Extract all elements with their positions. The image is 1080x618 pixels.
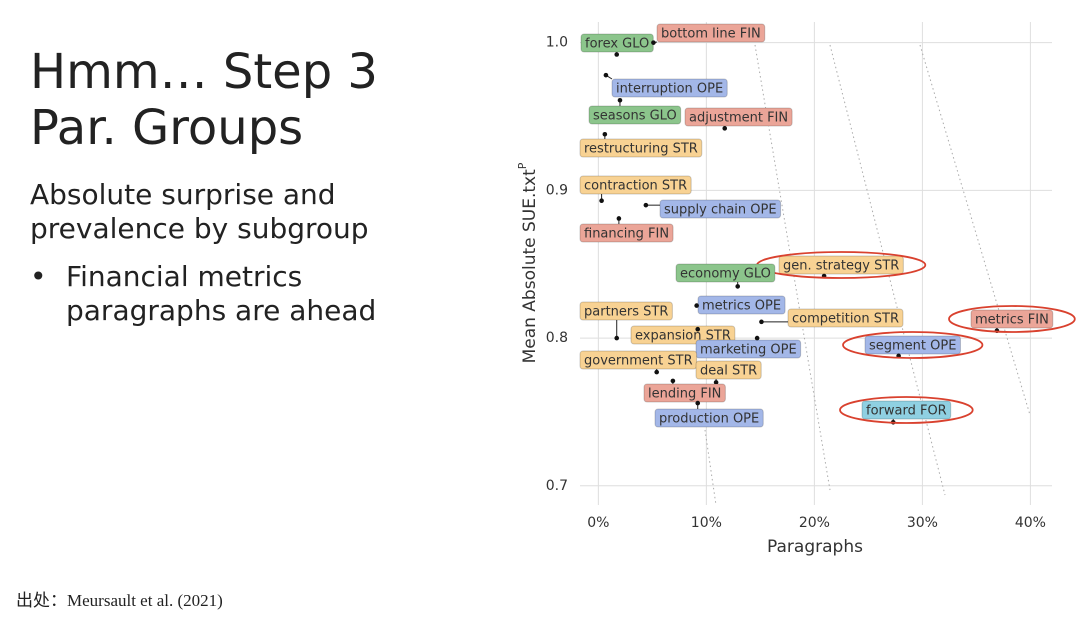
label-box: [656, 23, 766, 43]
label-box: [675, 263, 776, 283]
label-box: [579, 301, 673, 321]
point: [694, 303, 699, 308]
label-box: [579, 350, 698, 370]
label-box: [643, 383, 726, 403]
point-label: gen. strategy STR: [783, 259, 899, 274]
subtitle-line: prevalence by subgroup: [30, 212, 369, 245]
point-label: partners STR: [584, 305, 668, 320]
point: [651, 40, 656, 45]
label-box: [787, 308, 904, 328]
iso-line: [829, 44, 946, 496]
x-axis-title: Paragraphs: [767, 537, 863, 557]
point: [735, 284, 740, 289]
point-label: restructuring STR: [584, 142, 698, 157]
point-label: expansion STR: [635, 329, 731, 344]
point-label: metrics OPE: [702, 299, 781, 314]
point: [695, 326, 701, 332]
label-box: [588, 105, 682, 125]
source: 出处：Meursault et al. (2021): [16, 591, 223, 610]
point: [603, 72, 609, 78]
y-axis-title-sup: P: [516, 162, 529, 169]
bullet-line: Financial metrics: [66, 260, 303, 293]
iso-line: [704, 429, 717, 506]
point-label: forex GLO: [585, 37, 649, 52]
point-label: financing FIN: [584, 227, 669, 242]
label-box: [579, 138, 703, 158]
point-label: competition STR: [792, 312, 899, 327]
label-box: [684, 107, 793, 127]
label-box: [970, 309, 1054, 329]
label-box: [579, 223, 674, 243]
label-box: [654, 408, 764, 428]
point-label: production OPE: [659, 412, 759, 427]
point-label: deal STR: [700, 364, 757, 379]
y-axis-title-text: Mean Absolute SUE.txt: [520, 169, 540, 364]
point: [722, 126, 728, 131]
point-label: supply chain OPE: [664, 203, 777, 218]
point-label: contraction STR: [584, 179, 687, 194]
subtitle-line: Absolute surprise and: [30, 178, 336, 211]
point: [754, 335, 760, 341]
label-box: [695, 339, 802, 359]
point-label: marketing OPE: [700, 343, 797, 358]
point-label: segment OPE: [869, 339, 956, 354]
slide-title: Hmm… Step 3 Par. Groups: [30, 44, 378, 156]
point-label: forward FOR: [866, 404, 947, 419]
point-label: metrics FIN: [975, 313, 1049, 328]
point-label: lending FIN: [648, 387, 721, 402]
point: [695, 400, 701, 406]
point: [759, 319, 764, 325]
point: [670, 378, 676, 384]
y-tick-label: 0.9: [546, 182, 568, 198]
bullet: Financial metrics paragraphs are ahead: [66, 260, 376, 328]
point: [614, 335, 620, 341]
highlight: [839, 396, 974, 424]
label-box: [630, 325, 736, 345]
point-label: economy GLO: [680, 267, 771, 282]
point: [616, 216, 622, 221]
highlight: [842, 331, 984, 359]
label-box: [611, 78, 728, 98]
point-label: adjustment FIN: [689, 111, 788, 126]
point-label: interruption OPE: [616, 82, 723, 97]
y-tick-label: 0.8: [546, 330, 568, 346]
label-box: [864, 335, 961, 355]
label-box: [861, 400, 952, 420]
point: [713, 380, 719, 385]
point: [599, 198, 604, 204]
bullet-line: paragraphs are ahead: [66, 294, 377, 327]
point-label: bottom line FIN: [661, 27, 761, 42]
subtitle: Absolute surprise and prevalence by subg…: [30, 178, 369, 246]
point: [617, 97, 623, 103]
x-tick-label: 40%: [1015, 515, 1046, 531]
label-box: [778, 255, 904, 275]
highlight: [948, 305, 1076, 333]
point-label: government STR: [584, 354, 693, 369]
title-line: Hmm… Step 3: [30, 44, 378, 100]
label-box: [659, 199, 782, 219]
point: [602, 131, 608, 137]
iso-line: [919, 44, 1031, 416]
point: [654, 369, 659, 375]
x-tick-label: 20%: [799, 515, 830, 531]
x-tick-label: 30%: [907, 515, 938, 531]
y-axis-title: Mean Absolute SUE.txtP: [516, 162, 540, 363]
y-tick-label: 0.7: [546, 478, 568, 494]
point: [614, 52, 620, 57]
label-box: [695, 360, 762, 380]
point-label: seasons GLO: [593, 109, 677, 124]
x-tick-label: 10%: [691, 515, 722, 531]
label-box: [579, 175, 692, 195]
y-tick-label: 1.0: [546, 35, 568, 51]
point: [643, 202, 649, 208]
bullet-dot: •: [30, 260, 47, 293]
title-line: Par. Groups: [30, 100, 304, 156]
points: forex GLO bottom line FIN interruption OPE…: [579, 23, 1076, 428]
x-tick-label: 0%: [587, 515, 609, 531]
